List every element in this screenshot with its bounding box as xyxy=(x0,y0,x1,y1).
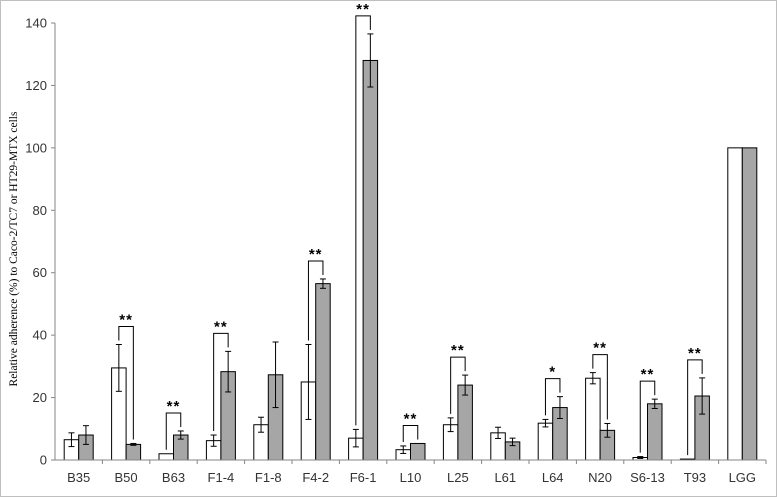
bar-series1-L64 xyxy=(537,422,554,461)
x-tick-label: F1-8 xyxy=(255,470,282,485)
significance-bracket xyxy=(165,412,182,450)
significance-bracket xyxy=(307,260,324,341)
significance-marker: ** xyxy=(309,246,323,263)
x-tick-label: S6-13 xyxy=(630,470,665,485)
bar-series2-L10 xyxy=(410,442,426,461)
significance-marker: ** xyxy=(356,1,370,18)
x-tick-label: F4-2 xyxy=(302,470,329,485)
significance-bracket xyxy=(639,380,656,453)
x-tick-label: T93 xyxy=(684,470,706,485)
y-tick-labels: 0 20 40 60 80 100 120 140 xyxy=(25,16,55,468)
significance-bracket xyxy=(402,424,419,442)
x-tick-label: L10 xyxy=(400,470,422,485)
bar-series2-F6-1 xyxy=(362,59,379,461)
x-tick-label: N20 xyxy=(588,470,612,485)
bar-series1-LGG xyxy=(727,147,743,461)
x-tick-label: L25 xyxy=(447,470,469,485)
significance-marker: ** xyxy=(167,398,181,415)
x-tick-label: F1-4 xyxy=(208,470,235,485)
error-bars xyxy=(68,33,706,459)
significance-bracket xyxy=(592,354,608,420)
bar-series2-S6-13 xyxy=(647,403,663,461)
x-tick-label: LGG xyxy=(729,470,756,485)
significance-marker: * xyxy=(549,364,556,381)
y-tick-label: 120 xyxy=(25,78,47,93)
bar-series2-LGG xyxy=(741,147,758,461)
significance-marker: ** xyxy=(641,366,655,383)
y-tick-label: 140 xyxy=(25,16,47,31)
bars xyxy=(63,59,758,461)
y-tick-label: 20 xyxy=(33,390,47,405)
y-axis-label: Relative adherence (%) to Caco-2/TC7 or … xyxy=(8,111,20,386)
significance-bracket xyxy=(213,332,229,432)
y-tick-label: 40 xyxy=(33,328,47,343)
x-tick-label: L64 xyxy=(542,470,564,485)
x-tick-labels: B35 B50 B63 F1-4 F1-8 F4-2 F6-1 L10 L25 L61 L64 N20… xyxy=(67,460,767,485)
y-tick-label: 0 xyxy=(40,453,47,468)
x-tick-label: L61 xyxy=(494,470,516,485)
x-tick-label: F6-1 xyxy=(350,470,377,485)
bar-series2-F4-2 xyxy=(315,283,331,461)
y-tick-label: 80 xyxy=(33,203,47,218)
x-tick-label: B35 xyxy=(67,470,90,485)
significance-bracket xyxy=(687,359,703,456)
significance-marker: ** xyxy=(404,410,418,427)
y-tick-label: 60 xyxy=(33,265,47,280)
significance-marker: ** xyxy=(214,318,228,335)
significance-bracket xyxy=(450,356,466,414)
significance-bracket xyxy=(544,378,561,416)
bar-series2-B50 xyxy=(125,443,142,461)
bar-series1-N20 xyxy=(585,377,601,461)
bar-series1-B63 xyxy=(158,453,174,461)
x-tick-label: B63 xyxy=(162,470,185,485)
significance-marker: ** xyxy=(451,342,465,359)
significance-marker: ** xyxy=(593,340,607,357)
significance-bracket xyxy=(118,326,134,440)
significance-bracket xyxy=(355,15,371,426)
significance-marker: ** xyxy=(688,345,702,362)
significance-brackets: ********************* xyxy=(118,1,703,456)
significance-marker: ** xyxy=(119,312,133,329)
y-tick-label: 100 xyxy=(25,140,47,155)
bar-series2-L25 xyxy=(457,384,473,461)
x-tick-label: B50 xyxy=(115,470,138,485)
